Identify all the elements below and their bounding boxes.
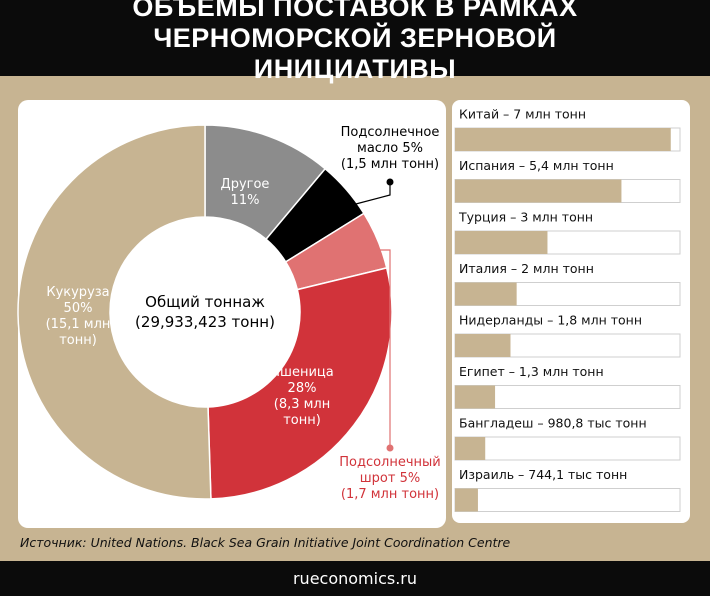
leader-dot	[386, 444, 394, 452]
slice-label: Кукуруза 50% (15,1 млн тонн)	[38, 285, 118, 349]
bar	[455, 231, 548, 254]
slice-detail: (15,1 млн тонн)	[45, 317, 111, 348]
bar-track	[454, 488, 681, 512]
bar	[455, 488, 478, 512]
slice-percent: 5%	[399, 471, 421, 486]
bar-label: Италия – 2 млн тонн	[459, 261, 594, 276]
footer: rueconomics.ru	[0, 561, 710, 596]
donut-slice	[17, 124, 212, 500]
source: Источник: United Nations. Black Sea Grai…	[20, 535, 511, 550]
slice-name: Другое	[220, 177, 270, 192]
bar	[455, 282, 517, 306]
leader-line	[351, 182, 391, 206]
center-title: Общий тоннаж	[145, 293, 265, 311]
slice-percent: 5%	[402, 141, 423, 156]
bar	[455, 128, 671, 151]
bar-label: Израиль – 744,1 тыс тонн	[459, 467, 627, 482]
bar-label: Турция – 3 млн тонн	[458, 210, 593, 225]
slice-percent: 11%	[230, 193, 260, 208]
slice-percent: 50%	[63, 301, 93, 316]
slice-name: Пшеница	[270, 365, 334, 380]
bar-label: Китай – 7 млн тонн	[459, 107, 586, 122]
slice-label: Подсолнечный шрот 5% (1,7 млн тонн)	[330, 455, 450, 503]
bar-label: Бангладеш – 980,8 тыс тонн	[459, 416, 647, 431]
bar	[455, 179, 622, 203]
bar-label: Нидерланды – 1,8 млн тонн	[459, 313, 642, 328]
slice-percent: 28%	[287, 381, 317, 396]
center-label: Общий тоннаж (29,933,423 тонн)	[115, 292, 295, 332]
slice-name: Кукуруза	[46, 285, 110, 300]
leader-dot	[386, 178, 394, 186]
slice-detail: (1,5 млн тонн)	[340, 157, 440, 172]
bar-track	[454, 436, 681, 461]
slice-name: Подсолнечный шрот	[339, 455, 441, 486]
bar	[455, 334, 511, 357]
title: ОБЪЕМЫ ПОСТАВОК В РАМКАХ ЧЕРНОМОРСКОЙ ЗЕ…	[132, 0, 578, 84]
slice-label: Другое 11%	[205, 177, 285, 209]
donut-slice	[207, 267, 393, 500]
slice-label: Пшеница 28% (8,3 млн тонн)	[262, 365, 342, 429]
slice-label: Подсолнечное масло 5% (1,5 млн тонн)	[330, 125, 450, 173]
slice-detail: (1,7 млн тонн)	[340, 487, 440, 502]
center-value: (29,933,423 тонн)	[135, 313, 275, 331]
slice-name: Подсолнечное масло	[340, 125, 440, 156]
bar-label: Испания – 5,4 млн тонн	[459, 158, 614, 173]
leader-line	[368, 249, 391, 448]
bar	[455, 437, 486, 460]
bar-label: Египет – 1,3 млн тонн	[459, 364, 604, 379]
slice-detail: (8,3 млн тонн)	[273, 397, 331, 428]
header: ОБЪЕМЫ ПОСТАВОК В РАМКАХ ЧЕРНОМОРСКОЙ ЗЕ…	[0, 0, 710, 84]
bar	[455, 385, 496, 409]
